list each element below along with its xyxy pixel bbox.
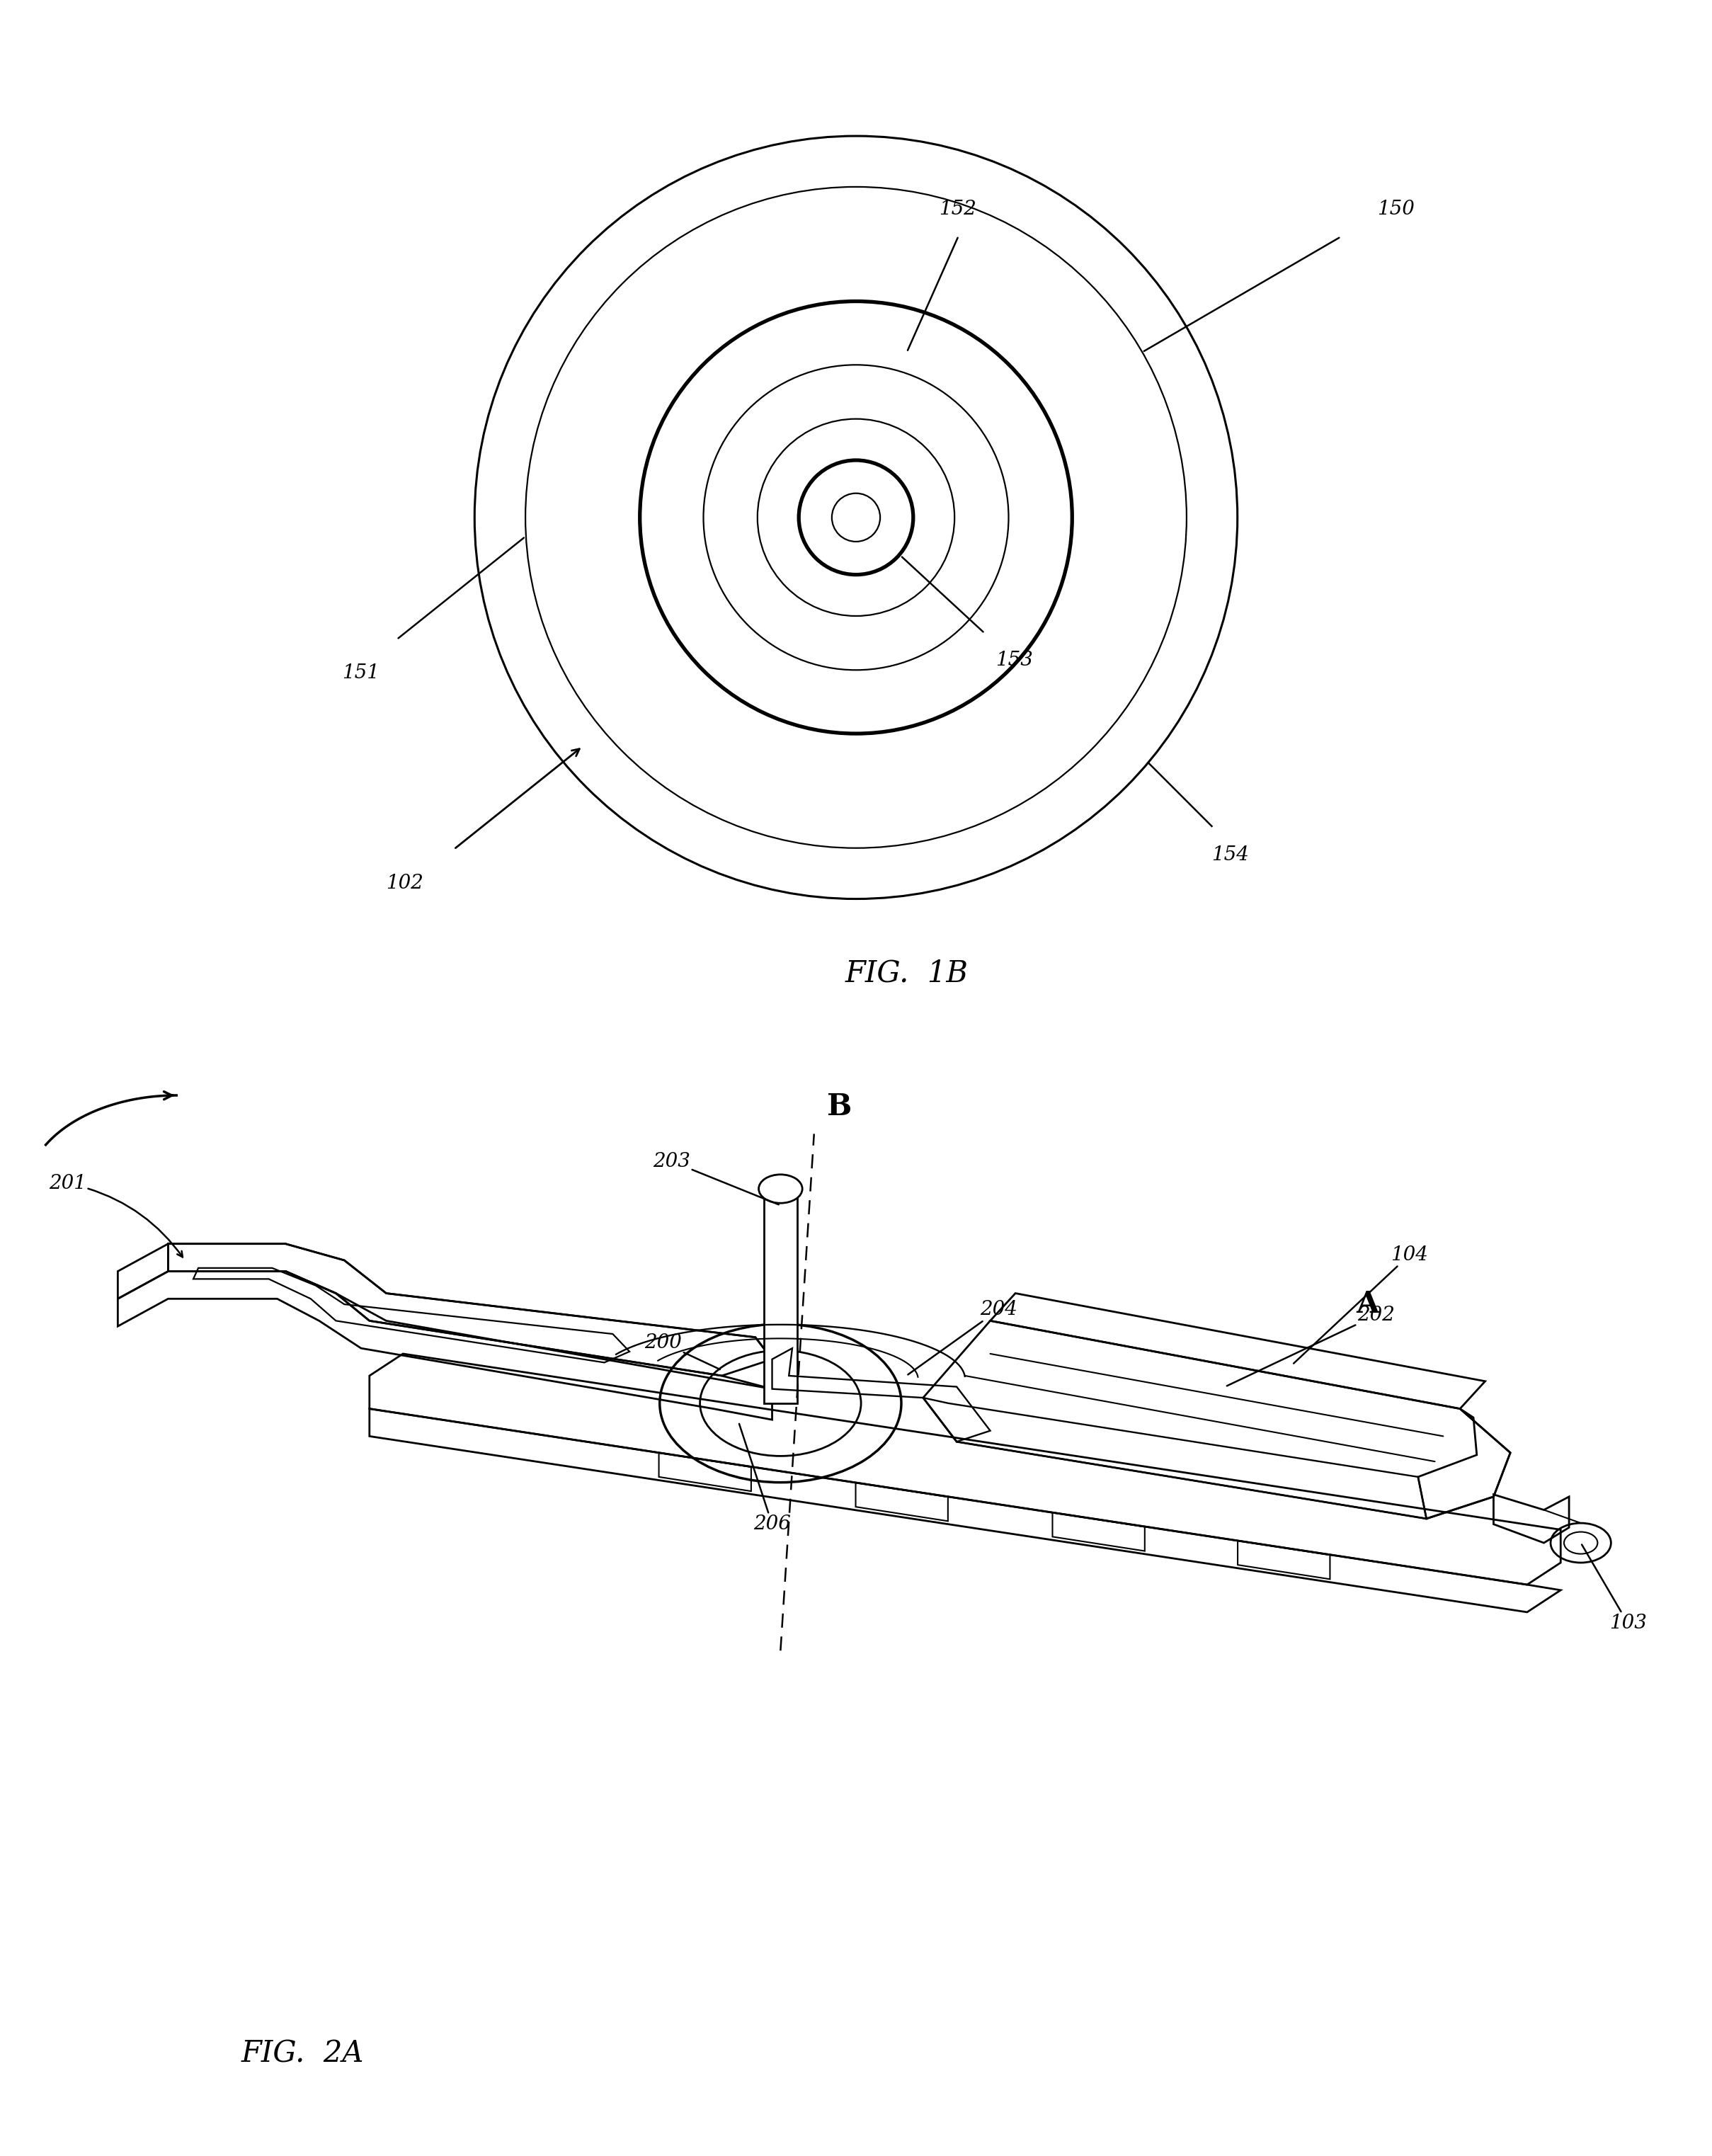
Text: 152: 152 xyxy=(938,201,976,218)
Text: 153: 153 xyxy=(996,651,1034,671)
Text: B: B xyxy=(827,1091,851,1121)
Bar xyxy=(764,1188,798,1404)
Text: 203: 203 xyxy=(652,1151,779,1205)
Text: A: A xyxy=(1356,1289,1380,1319)
Text: 154: 154 xyxy=(1212,845,1250,865)
Text: 204: 204 xyxy=(907,1300,1017,1376)
Text: 201: 201 xyxy=(48,1173,183,1257)
Text: 200: 200 xyxy=(644,1332,721,1369)
Text: 206: 206 xyxy=(740,1423,791,1533)
Text: FIG.  1B: FIG. 1B xyxy=(846,957,969,987)
Text: FIG.  2A: FIG. 2A xyxy=(241,2040,363,2068)
Text: 104: 104 xyxy=(1294,1246,1428,1363)
Text: 150: 150 xyxy=(1376,201,1414,218)
Circle shape xyxy=(758,1175,803,1203)
Text: 103: 103 xyxy=(1582,1544,1647,1632)
Text: 202: 202 xyxy=(1228,1307,1395,1386)
Text: 102: 102 xyxy=(385,873,423,893)
Text: 151: 151 xyxy=(342,664,378,683)
